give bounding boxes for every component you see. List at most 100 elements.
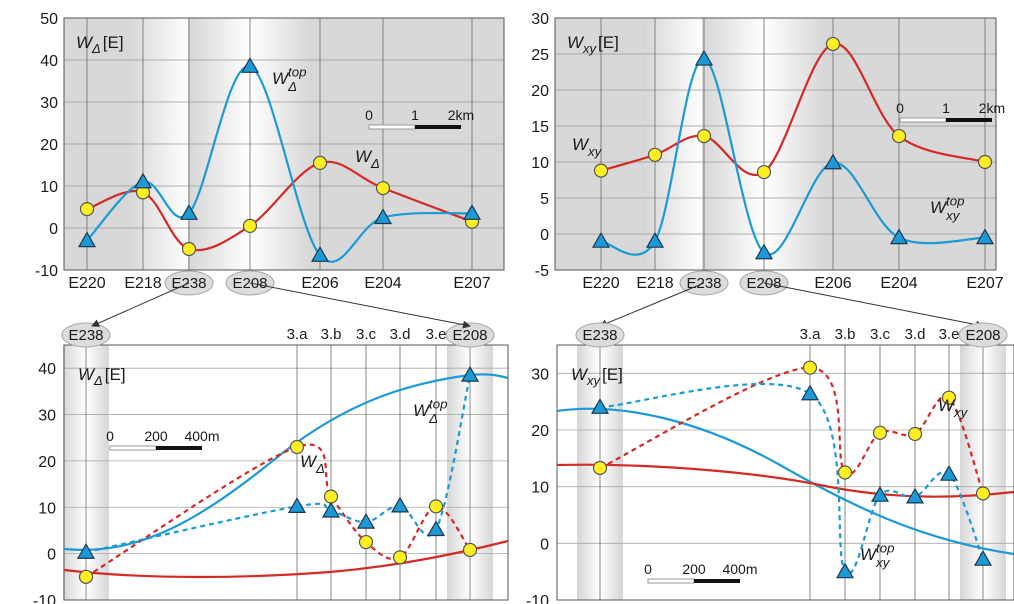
endpoint-label: E238 — [68, 327, 103, 344]
data-point-triangle — [590, 398, 610, 414]
series-label: Wxy — [572, 135, 603, 159]
y-tick-label: 30 — [531, 366, 549, 383]
data-point-circle — [428, 499, 444, 514]
series-label: Wtop Δ — [272, 64, 306, 93]
plot-frame — [554, 17, 997, 271]
y-tick-label: 0 — [540, 536, 549, 553]
label-sub: xy — [953, 405, 969, 420]
data-point-triangle — [390, 496, 410, 513]
data-point-triangle — [889, 228, 909, 245]
data-point-triangle — [460, 365, 480, 382]
data-point-circle — [312, 155, 328, 170]
label-sup: top — [946, 193, 964, 208]
profile-label: 3.b — [321, 326, 342, 343]
y-axis-label-unit: [E] — [103, 33, 124, 52]
data-point-triangle — [975, 228, 995, 245]
y-tick-label: 40 — [40, 53, 58, 70]
data-point-circle — [941, 390, 957, 405]
data-point-triangle — [645, 231, 665, 248]
scalebar-label: 200 — [144, 428, 168, 444]
label-sub: Δ — [370, 156, 380, 171]
data-point-circle — [975, 486, 991, 501]
x-tick-label: E206 — [301, 275, 338, 292]
y-tick-label: 10 — [531, 480, 549, 497]
data-point-circle — [392, 550, 408, 565]
y-axis-label-sub: xy — [586, 373, 602, 388]
y-tick-label: 0 — [47, 547, 56, 564]
y-axis-label-main: W — [76, 33, 94, 52]
data-point-circle — [891, 128, 907, 144]
data-point-triangle — [905, 487, 925, 504]
scalebar-label: 0 — [106, 428, 114, 444]
label-sup: top — [429, 396, 447, 411]
series-line — [600, 57, 986, 256]
data-point-circle — [977, 154, 993, 170]
data-point-circle — [242, 218, 258, 233]
connector-arrows — [91, 282, 984, 329]
x-tick-label: E220 — [582, 275, 619, 292]
plot-frame — [63, 344, 509, 601]
label-main: W — [413, 401, 431, 420]
data-point-circle — [78, 569, 94, 584]
y-tick-label: 30 — [40, 95, 58, 112]
data-point-triangle — [321, 501, 341, 518]
data-point-triangle — [287, 497, 307, 513]
x-tick-label: E204 — [364, 275, 401, 292]
y-tick-label: -5 — [535, 263, 549, 280]
scalebar-label: 1 — [942, 100, 950, 116]
data-point-triangle — [77, 231, 97, 248]
label-main: W — [938, 396, 956, 415]
plot-background — [557, 345, 1014, 600]
profile-label: 3.b — [835, 326, 856, 343]
label-main: W — [930, 198, 948, 217]
profile-label: 3.c — [870, 326, 891, 343]
data-point-triangle — [694, 49, 714, 66]
scalebar-black — [694, 579, 740, 583]
y-axis-label-unit: [E] — [602, 365, 623, 384]
x-tick-label: E206 — [814, 275, 851, 292]
endpoint-label: E208 — [965, 327, 1000, 344]
data-point-triangle — [754, 243, 774, 260]
y-axis-label-unit: [E] — [105, 365, 126, 384]
label-sub: Δ — [287, 79, 297, 94]
scalebar-label: 2km — [448, 107, 474, 123]
data-point-circle — [837, 465, 853, 480]
endpoint-label: E208 — [452, 327, 487, 344]
data-point-triangle — [356, 512, 376, 529]
series-label: Wtop xy — [860, 540, 894, 569]
y-tick-label: 15 — [531, 119, 549, 136]
y-tick-label: 50 — [40, 11, 58, 28]
scalebar-label: 200 — [682, 561, 706, 577]
scalebar-white — [899, 117, 947, 123]
data-point-triangle — [462, 204, 482, 220]
data-point-triangle — [426, 520, 446, 537]
data-point-circle — [462, 542, 478, 558]
y-tick-label: 5 — [540, 191, 549, 208]
data-point-circle — [696, 128, 712, 144]
data-point-triangle — [800, 384, 820, 401]
profile-label: 3.a — [800, 326, 822, 343]
profile-label: 3.e — [939, 326, 960, 343]
data-point-circle — [907, 426, 923, 442]
data-point-circle — [375, 181, 391, 196]
y-axis-label: WΔ [E] — [76, 33, 124, 56]
trend-line — [556, 463, 1014, 498]
scalebar-label: 1 — [411, 107, 419, 123]
series-label: WΔ — [300, 452, 325, 476]
data-point-triangle — [76, 543, 96, 559]
profile-label: 3.e — [426, 326, 447, 343]
data-point-circle — [79, 202, 95, 217]
y-tick-label: -10 — [526, 593, 549, 604]
profile-label: 3.c — [356, 326, 377, 343]
endpoint-label: E238 — [582, 327, 617, 344]
data-point-circle — [872, 425, 888, 440]
y-tick-label: 20 — [40, 137, 58, 154]
endpoint-label-ellipse — [61, 322, 111, 348]
data-point-circle — [825, 36, 841, 52]
label-sub: Δ — [315, 461, 325, 476]
x-tick-label: E220 — [68, 275, 105, 292]
